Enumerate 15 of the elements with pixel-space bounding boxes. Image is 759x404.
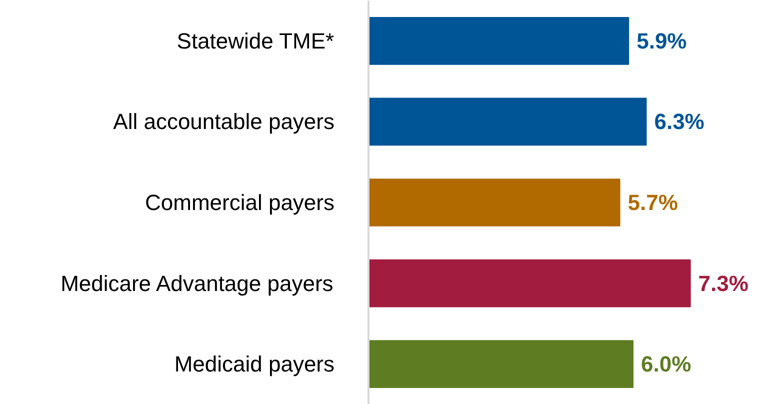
y-tick-label: Statewide TME* bbox=[176, 28, 335, 54]
data-label: 5.9% bbox=[636, 28, 687, 54]
y-tick-label: Commercial payers bbox=[145, 190, 335, 215]
bar bbox=[368, 340, 634, 388]
bar bbox=[368, 259, 691, 308]
bar bbox=[368, 16, 630, 65]
bar bbox=[368, 98, 647, 146]
data-label: 6.0% bbox=[641, 352, 692, 377]
y-tick-label: Medicaid payers bbox=[174, 352, 334, 377]
y-tick-label: Medicare Advantage payers bbox=[60, 270, 334, 296]
bar bbox=[368, 178, 620, 226]
data-label: 6.3% bbox=[654, 109, 704, 134]
y-tick-label: All accountable payers bbox=[113, 109, 335, 134]
data-label: 5.7% bbox=[628, 190, 678, 215]
data-label: 7.3% bbox=[698, 270, 748, 296]
